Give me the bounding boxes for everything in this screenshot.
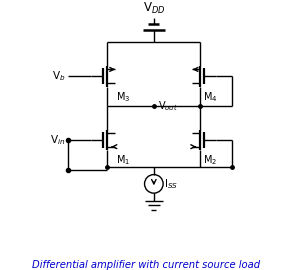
Text: V$_{in}$: V$_{in}$ — [50, 133, 66, 147]
Text: Differential amplifier with current source load: Differential amplifier with current sour… — [33, 260, 260, 270]
Text: I$_{SS}$: I$_{SS}$ — [164, 177, 178, 191]
Text: V$_{DD}$: V$_{DD}$ — [143, 1, 165, 16]
Text: V$_b$: V$_b$ — [52, 69, 66, 83]
Text: M$_3$: M$_3$ — [116, 90, 131, 103]
Text: M$_1$: M$_1$ — [116, 153, 131, 167]
Text: V$_{out}$: V$_{out}$ — [158, 99, 178, 113]
Text: M$_2$: M$_2$ — [203, 153, 217, 167]
Text: M$_4$: M$_4$ — [203, 90, 217, 103]
